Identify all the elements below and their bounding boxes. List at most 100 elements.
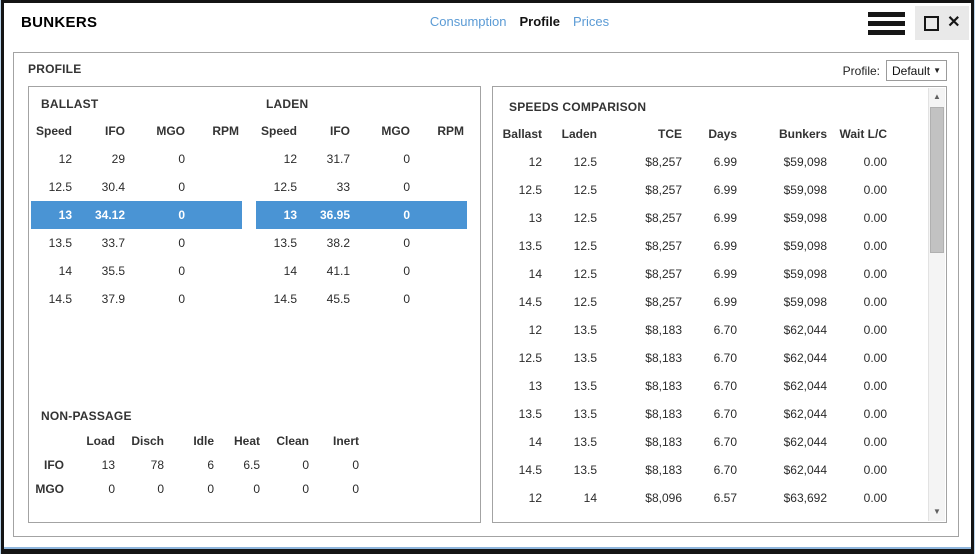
- table-cell[interactable]: 13: [256, 201, 300, 229]
- table-cell: $8,257: [645, 211, 682, 225]
- table-cell[interactable]: [188, 229, 242, 257]
- close-icon[interactable]: ✕: [947, 14, 961, 31]
- table-cell[interactable]: 12: [58, 152, 72, 166]
- table-cell[interactable]: 0: [403, 264, 410, 278]
- table-cell[interactable]: 0: [403, 292, 410, 306]
- column-header: Speed: [260, 124, 297, 138]
- profile-panel-title: PROFILE: [28, 62, 82, 76]
- table-cell[interactable]: 30.4: [101, 180, 125, 194]
- speeds-comparison-table: Ballast Laden TCE Days Bunkers Wait L/C 12 12.5…: [499, 120, 946, 512]
- table-cell[interactable]: 0: [178, 292, 185, 306]
- scroll-up-icon[interactable]: ▲: [933, 92, 941, 101]
- table-cell: 0.00: [863, 351, 887, 365]
- table-cell[interactable]: 36.95: [300, 201, 353, 229]
- tab-prices[interactable]: Prices: [572, 14, 610, 29]
- table-cell: 0.00: [863, 463, 887, 477]
- table-cell: $59,098: [783, 239, 827, 253]
- menu-icon[interactable]: [868, 11, 905, 35]
- table-cell[interactable]: [413, 257, 467, 285]
- table-cell: 6.70: [713, 351, 737, 365]
- table-cell[interactable]: 37.9: [101, 292, 125, 306]
- table-cell: $62,044: [783, 435, 827, 449]
- table-cell: 0.00: [863, 211, 887, 225]
- table-cell[interactable]: 0: [403, 180, 410, 194]
- table-cell: 0.00: [863, 407, 887, 421]
- table-cell[interactable]: 33.7: [101, 236, 125, 250]
- table-cell[interactable]: 14: [58, 264, 72, 278]
- table-cell: $8,183: [645, 463, 682, 477]
- tab-profile[interactable]: Profile: [519, 14, 560, 29]
- table-cell[interactable]: 12.5: [48, 180, 72, 194]
- table-cell[interactable]: 0: [178, 264, 185, 278]
- table-cell: 12.5: [573, 239, 597, 253]
- column-header: [31, 429, 67, 453]
- table-cell[interactable]: 35.5: [101, 264, 125, 278]
- tab-consumption[interactable]: Consumption: [429, 14, 507, 29]
- table-cell: 12: [528, 323, 542, 337]
- table-cell: 12.5: [518, 183, 542, 197]
- table-cell[interactable]: 45.5: [326, 292, 350, 306]
- column-header: IFO: [330, 124, 350, 138]
- table-cell[interactable]: 0: [178, 236, 185, 250]
- table-cell[interactable]: 14: [283, 264, 297, 278]
- table-cell[interactable]: [188, 201, 242, 229]
- table-cell: 6.99: [713, 239, 737, 253]
- table-cell: 12: [528, 491, 542, 505]
- table-cell: 6.99: [713, 183, 737, 197]
- table-cell: 6.70: [713, 435, 737, 449]
- table-cell[interactable]: 31.7: [326, 152, 350, 166]
- table-cell[interactable]: 38.2: [326, 236, 350, 250]
- table-cell: 0: [352, 482, 359, 496]
- scroll-down-icon[interactable]: ▼: [933, 507, 941, 516]
- table-cell[interactable]: [188, 145, 242, 173]
- table-cell[interactable]: 12.5: [273, 180, 297, 194]
- table-cell[interactable]: 13.5: [273, 236, 297, 250]
- table-cell[interactable]: [413, 145, 467, 173]
- table-cell[interactable]: [188, 285, 242, 313]
- column-header: Clean: [276, 434, 309, 448]
- table-cell: $8,257: [645, 267, 682, 281]
- table-cell[interactable]: 33: [336, 180, 350, 194]
- table-cell[interactable]: 29: [111, 152, 125, 166]
- column-header: TCE: [658, 127, 682, 141]
- table-cell[interactable]: 0: [178, 152, 185, 166]
- table-cell[interactable]: 0: [403, 236, 410, 250]
- table-cell[interactable]: 34.12: [75, 201, 128, 229]
- ballast-section: BALLAST Speed IFO MGO RPM 12 29 0 12.5 30.4 0 13 34…: [31, 97, 242, 313]
- table-cell: 14.5: [518, 463, 542, 477]
- table-cell[interactable]: 0: [128, 201, 188, 229]
- maximize-icon[interactable]: [923, 15, 939, 31]
- table-cell[interactable]: [413, 201, 467, 229]
- table-cell[interactable]: 13.5: [48, 236, 72, 250]
- table-cell: $59,098: [783, 211, 827, 225]
- vertical-scrollbar[interactable]: ▲ ▼: [928, 88, 945, 521]
- table-cell[interactable]: 14.5: [48, 292, 72, 306]
- column-header: IFO: [105, 124, 125, 138]
- table-cell[interactable]: [188, 173, 242, 201]
- bottom-accent-line: [4, 547, 971, 549]
- table-cell[interactable]: [413, 285, 467, 313]
- table-cell: 13: [101, 458, 115, 472]
- table-cell[interactable]: 13: [31, 201, 75, 229]
- table-cell[interactable]: 0: [178, 180, 185, 194]
- table-cell[interactable]: 41.1: [326, 264, 350, 278]
- table-cell[interactable]: 14.5: [273, 292, 297, 306]
- table-cell: 14: [528, 435, 542, 449]
- table-cell: 13.5: [518, 407, 542, 421]
- table-cell[interactable]: 0: [353, 201, 413, 229]
- table-cell: 0.00: [863, 155, 887, 169]
- table-cell[interactable]: 12: [283, 152, 297, 166]
- speeds-comparison-panel: SPEEDS COMPARISON Ballast Laden TCE Days Bun…: [492, 86, 947, 523]
- table-cell: 13.5: [573, 379, 597, 393]
- table-cell: 12.5: [573, 211, 597, 225]
- table-cell[interactable]: [413, 173, 467, 201]
- scrollbar-thumb[interactable]: [930, 107, 944, 253]
- table-cell[interactable]: [188, 257, 242, 285]
- table-cell[interactable]: 0: [403, 152, 410, 166]
- table-cell[interactable]: [413, 229, 467, 257]
- column-header: Disch: [131, 434, 164, 448]
- table-cell: $59,098: [783, 183, 827, 197]
- table-cell: 12.5: [518, 351, 542, 365]
- non-passage-table: Load Disch Idle Heat Clean Inert IFO 13 78 6 6.5 0 0…: [31, 429, 480, 501]
- profile-dropdown[interactable]: Default ▼: [886, 60, 947, 81]
